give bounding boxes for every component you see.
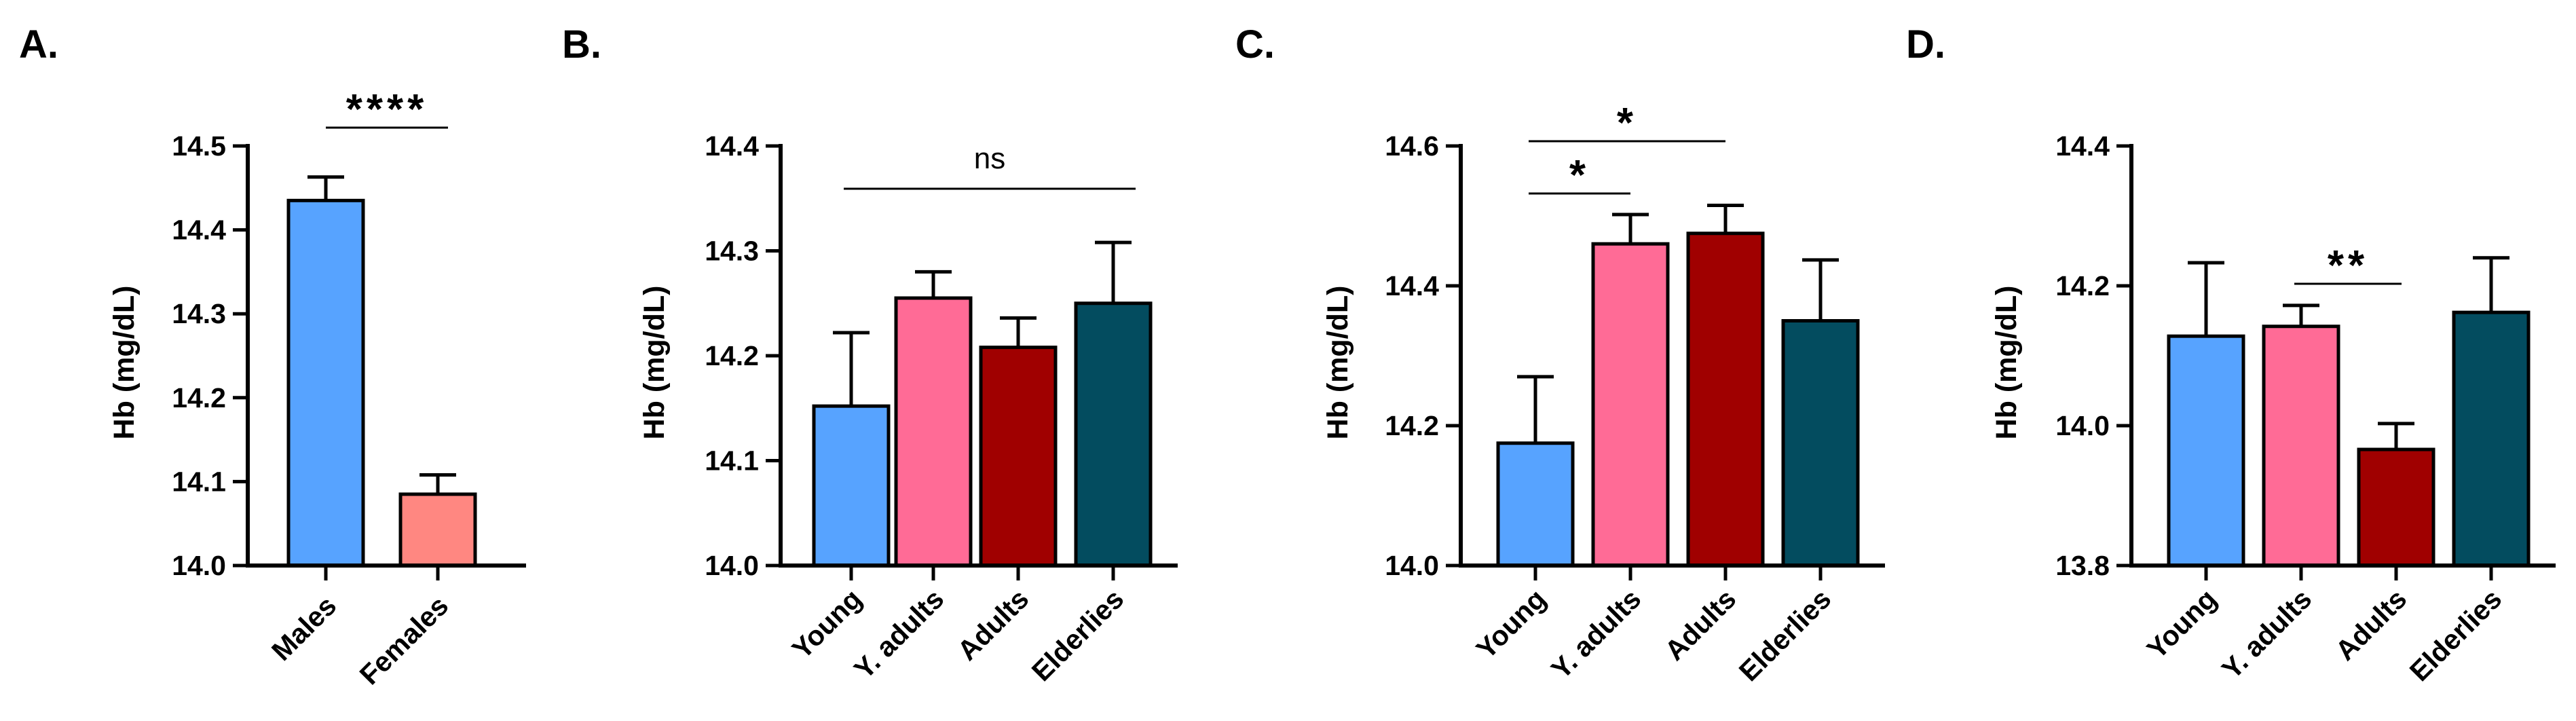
- x-tick-label: Young: [2141, 583, 2223, 665]
- y-tick-label: 14.5: [172, 130, 226, 162]
- bar: [2262, 325, 2340, 568]
- x-tick-label: Elderlies: [1733, 583, 1837, 687]
- bar: [398, 492, 477, 568]
- y-tick-label: 14.0: [172, 550, 226, 581]
- y-tick-label: 14.6: [1385, 130, 1439, 162]
- bar: [894, 296, 973, 568]
- bar: [1781, 319, 1860, 568]
- y-tick-label: 13.8: [2055, 550, 2110, 581]
- y-axis-title: Hb (mg/dL): [108, 286, 141, 440]
- x-tick-label: Y. adults: [1545, 583, 1647, 685]
- y-tick-label: 14.0: [2055, 410, 2110, 441]
- x-tick-label: Y. adults: [2216, 583, 2317, 685]
- y-axis-title: Hb (mg/dL): [1322, 286, 1354, 440]
- y-tick-label: 14.0: [1385, 550, 1439, 581]
- y-axis-title: Hb (mg/dL): [1990, 286, 2023, 440]
- x-tick-label: Elderlies: [2404, 583, 2507, 687]
- x-tick-label: Adults: [2330, 583, 2413, 667]
- y-tick-label: 14.3: [705, 236, 759, 267]
- y-tick-label: 14.4: [705, 130, 759, 162]
- bar: [812, 404, 891, 568]
- panel-letter: A.: [19, 22, 58, 67]
- y-tick-label: 14.2: [1385, 410, 1439, 441]
- y-tick-label: 14.4: [1385, 270, 1439, 301]
- y-axis-title: Hb (mg/dL): [638, 286, 671, 440]
- x-tick-label: Females: [354, 590, 455, 691]
- y-tick-label: 14.1: [172, 466, 226, 497]
- y-tick-label: 14.0: [705, 550, 759, 581]
- bar: [1074, 301, 1153, 568]
- significance-label: ****: [346, 86, 428, 133]
- x-tick-label: Y. adults: [848, 583, 950, 685]
- significance-label: *: [1569, 152, 1590, 199]
- significance-label: *: [1617, 100, 1637, 147]
- y-tick-label: 14.2: [172, 382, 226, 413]
- x-tick-label: Adults: [1659, 583, 1742, 667]
- x-tick-label: Young: [786, 583, 868, 665]
- panel-letter: D.: [1906, 22, 1945, 67]
- bar: [2167, 334, 2245, 568]
- x-tick-label: Males: [265, 590, 342, 667]
- bar: [1591, 242, 1670, 568]
- bar: [979, 346, 1058, 568]
- significance-label: **: [2328, 242, 2368, 289]
- y-tick-label: 14.3: [172, 298, 226, 329]
- significance-label: ns: [974, 142, 1005, 175]
- x-tick-label: Adults: [952, 583, 1035, 667]
- bar: [2452, 310, 2531, 568]
- y-tick-label: 14.1: [705, 445, 759, 477]
- x-tick-label: Young: [1470, 583, 1552, 665]
- y-tick-label: 14.4: [2055, 130, 2110, 162]
- y-tick-label: 14.4: [172, 215, 226, 246]
- bar: [1496, 441, 1575, 568]
- bar: [1686, 232, 1765, 568]
- y-tick-label: 14.2: [2055, 270, 2110, 301]
- chart-panel-1: A. 14.0 14.1 14.2 14.3 14.4 14.5 Males Females Hb…: [19, 22, 526, 690]
- y-tick-label: 14.2: [705, 340, 759, 371]
- panel-letter: C.: [1235, 22, 1275, 67]
- bar: [286, 198, 365, 568]
- x-tick-label: Elderlies: [1026, 583, 1130, 687]
- panel-letter: B.: [562, 22, 601, 67]
- bar: [2357, 447, 2435, 568]
